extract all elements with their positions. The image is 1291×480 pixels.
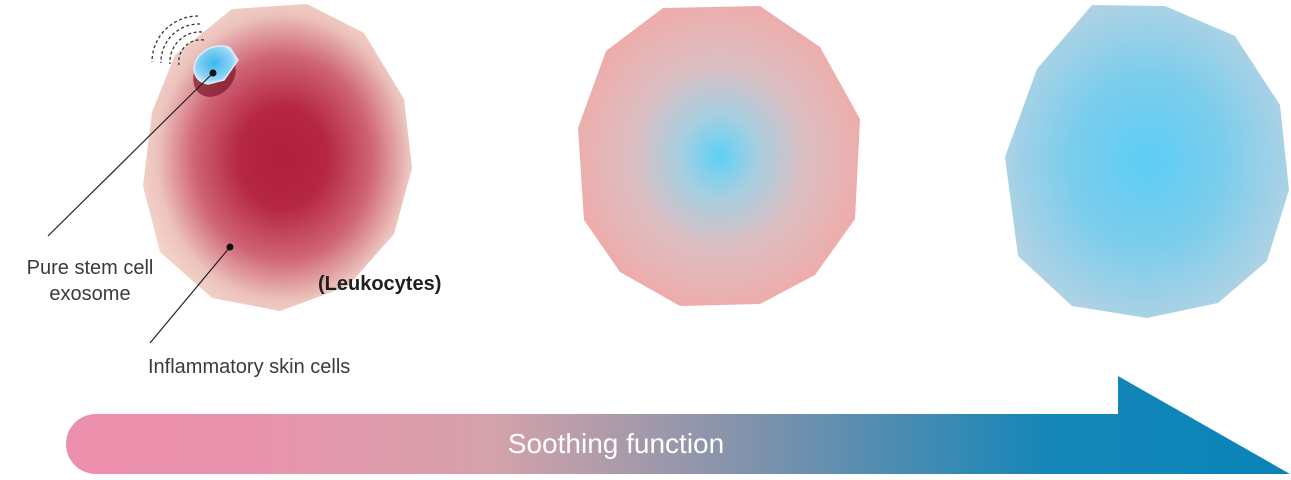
- soothing-arrow: [66, 376, 1290, 474]
- exosome-label-line1: Pure stem cell: [26, 257, 154, 279]
- cell-transition: [578, 6, 860, 306]
- cell-inflamed: [143, 4, 412, 311]
- signal-waves-icon: [151, 15, 205, 66]
- arrow-label: Soothing function: [507, 428, 725, 459]
- inflammatory-pointer-dot: [226, 243, 234, 251]
- exosome-pointer-dot: [209, 69, 217, 77]
- leukocytes-label: (Leukocytes): [318, 273, 442, 295]
- exosome-label-line2: exosome: [49, 283, 131, 305]
- cell-soothed: [1005, 5, 1289, 318]
- inflammatory-label: Inflammatory skin cells: [148, 356, 351, 378]
- exosome-label: Pure stem cell exosome: [6, 255, 174, 307]
- exosome-icon: [193, 45, 239, 97]
- leader-lines: [47, 72, 231, 344]
